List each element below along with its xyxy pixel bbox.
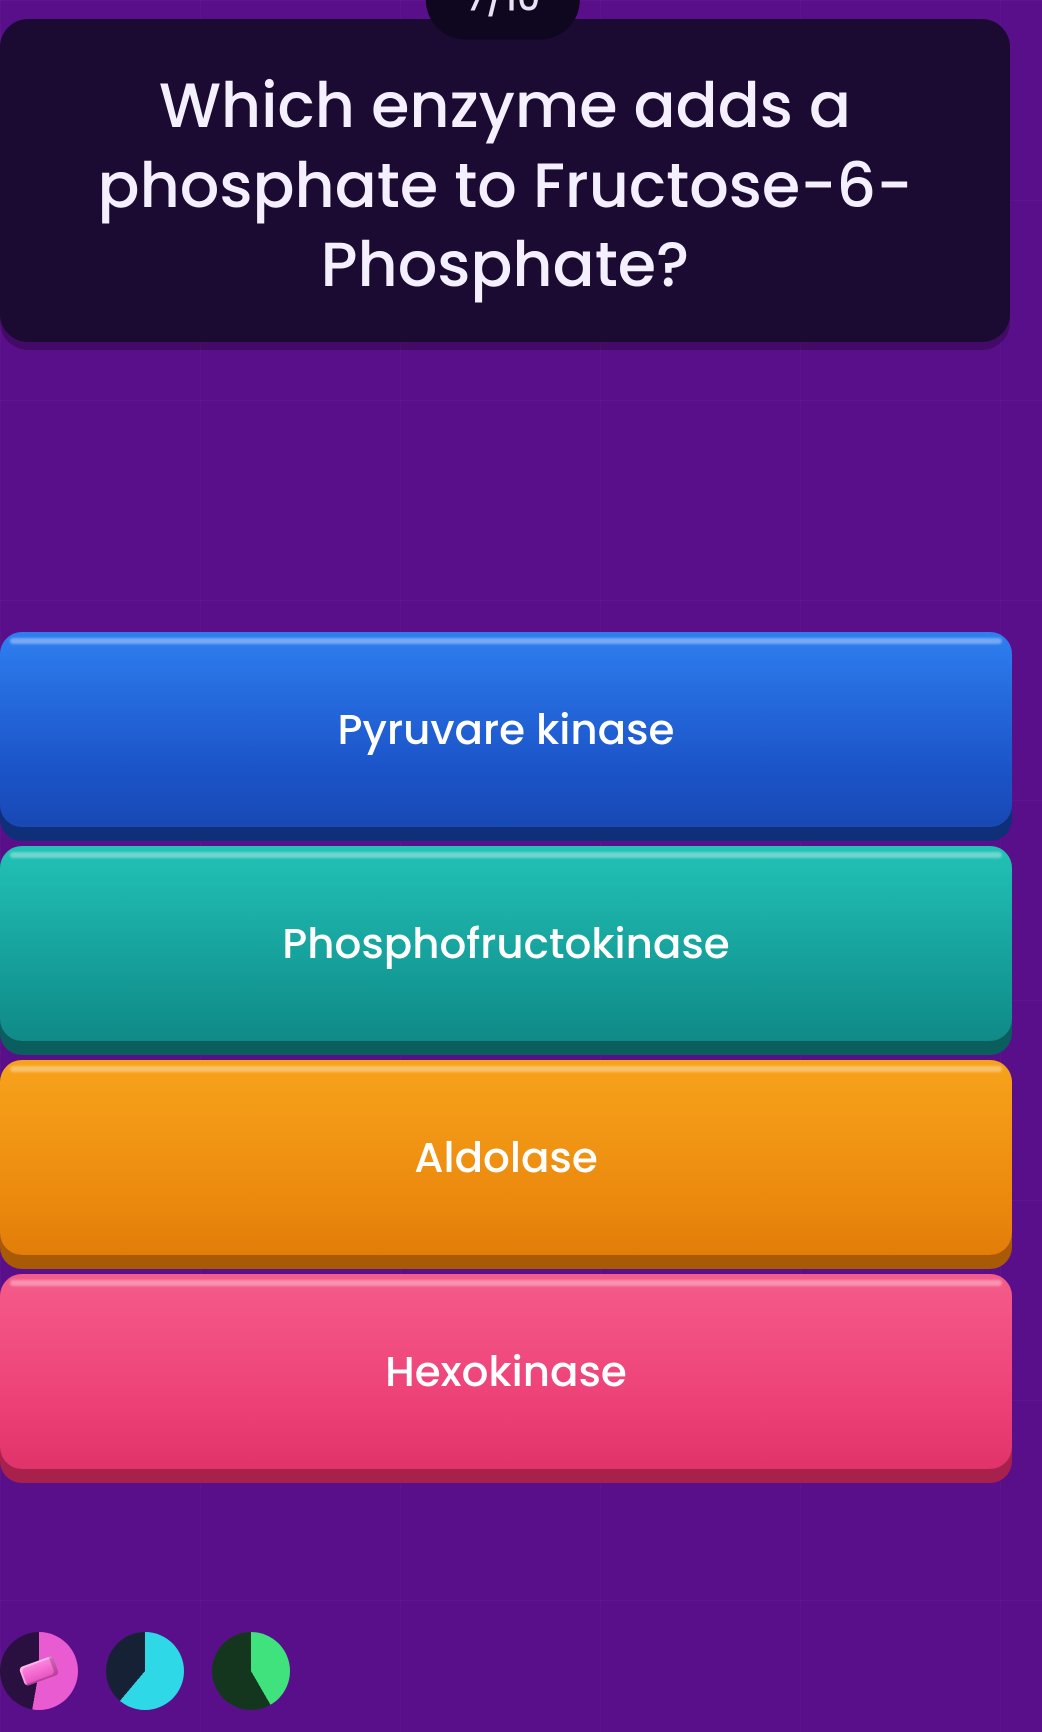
- powerup-eraser[interactable]: [0, 1632, 78, 1710]
- answers-container: Pyruvare kinase Phosphofructokinase Aldo…: [0, 632, 1012, 1469]
- powerup-mask[interactable]: 🎭: [212, 1632, 290, 1710]
- question-card: Which enzyme adds a phosphate to Fructos…: [0, 19, 1010, 342]
- powerup-ring: [212, 1632, 290, 1710]
- progress-counter: 7/10: [426, 0, 580, 40]
- answer-option-2[interactable]: Phosphofructokinase: [0, 846, 1012, 1041]
- powerups-bar: ⧗ 🎭: [0, 1632, 290, 1710]
- answer-label: Phosphofructokinase: [282, 912, 729, 975]
- answer-option-4[interactable]: Hexokinase: [0, 1274, 1012, 1469]
- answer-option-3[interactable]: Aldolase: [0, 1060, 1012, 1255]
- powerup-ring: [106, 1632, 184, 1710]
- progress-label: 7/10: [466, 0, 540, 24]
- answer-option-1[interactable]: Pyruvare kinase: [0, 632, 1012, 827]
- powerup-hourglass[interactable]: ⧗: [106, 1632, 184, 1710]
- question-text: Which enzyme adds a phosphate to Fructos…: [60, 66, 950, 304]
- answer-label: Aldolase: [414, 1126, 598, 1189]
- answer-label: Hexokinase: [385, 1340, 627, 1403]
- answer-label: Pyruvare kinase: [338, 698, 675, 761]
